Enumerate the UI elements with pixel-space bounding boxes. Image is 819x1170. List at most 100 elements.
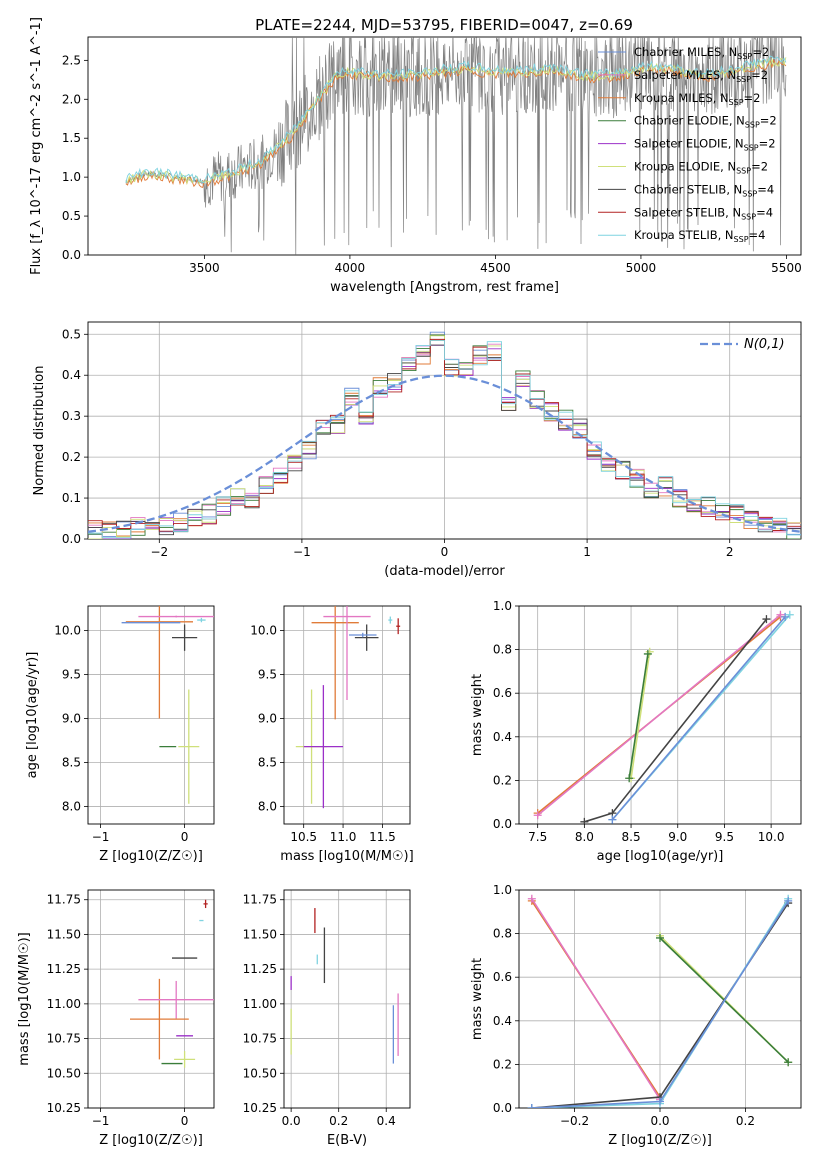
tick-label-y: 0.4 xyxy=(493,730,512,744)
tick-label-x: −0.2 xyxy=(560,1114,589,1128)
tick-label-x: 0.2 xyxy=(329,1114,348,1128)
weight-line xyxy=(628,653,649,779)
tick-label-y: 11.25 xyxy=(243,962,277,976)
legend-entry: N(0,1) xyxy=(744,337,785,352)
legend-entry: Kroupa ELODIE, NSSP=2 xyxy=(634,160,768,176)
legend-entry: Salpeter MILES, NSSP=2 xyxy=(634,68,768,84)
tick-label-y: 0.6 xyxy=(493,686,512,700)
data-point xyxy=(348,632,377,638)
legend-entry: Chabrier MILES, NSSP=2 xyxy=(634,45,769,61)
tick-label-y: 2.5 xyxy=(62,53,81,67)
spectrum-model-line xyxy=(125,57,787,185)
x-axis-label: age [log10(age/yr)] xyxy=(597,849,724,864)
tick-label-x: −2 xyxy=(150,545,168,559)
axes-age-vs-Z: −1 0 8.0 8.5 9.0 9.5 10.0 Z [log10(Z/Z☉)] age [l… xyxy=(25,605,215,864)
data-point xyxy=(388,616,393,624)
axes-frame xyxy=(283,889,411,1109)
weight-marker xyxy=(527,894,536,903)
axes-frame xyxy=(518,889,802,1109)
tick-label-y: 0.5 xyxy=(62,327,81,341)
data-point xyxy=(130,978,189,1060)
x-axis-label: (data-model)/error xyxy=(384,564,505,579)
x-axis-label: wavelength [Angstrom, rest frame] xyxy=(330,280,559,295)
tick-label-x: 9.0 xyxy=(668,830,687,844)
y-axis-label: Normed distribution xyxy=(32,366,47,496)
x-axis-label: Z [log10(Z/Z☉)] xyxy=(99,849,203,864)
tick-label-y: 0.2 xyxy=(493,1057,512,1071)
tick-label-x: 8.0 xyxy=(575,830,594,844)
weight-marker xyxy=(625,774,634,783)
tick-label-y: 11.75 xyxy=(243,893,277,907)
data-point xyxy=(311,606,359,720)
normal-curve xyxy=(88,374,801,533)
tick-label-y: 0.0 xyxy=(493,817,512,831)
tick-label-y: 0.4 xyxy=(493,1014,512,1028)
tick-label-y: 10.0 xyxy=(54,624,81,638)
x-axis-label: E(B-V) xyxy=(327,1133,367,1148)
weight-marker xyxy=(762,615,771,624)
data-point xyxy=(323,606,371,701)
weight-marker xyxy=(781,612,790,621)
tick-label-y: 11.75 xyxy=(47,893,81,907)
tick-label-y: 9.5 xyxy=(258,668,277,682)
legend-entry: Salpeter STELIB, NSSP=4 xyxy=(634,205,773,221)
tick-label-y: 10.75 xyxy=(243,1032,277,1046)
weight-marker xyxy=(533,811,542,820)
spectrum-data-line xyxy=(125,37,787,255)
data-point xyxy=(125,606,193,719)
data-point xyxy=(396,618,401,635)
tick-label-y: 9.5 xyxy=(62,668,81,682)
axes-frame xyxy=(87,36,802,256)
tick-label-y: 11.25 xyxy=(47,962,81,976)
axes-mass-vs-ebv: 0.0 0.2 0.4 10.25 10.50 10.75 11.00 11.25 11.50 1… xyxy=(243,889,411,1148)
tick-label-y: 0.3 xyxy=(62,409,81,423)
tick-label-x: 0 xyxy=(181,830,189,844)
y-axis-label: mass weight xyxy=(470,958,485,1040)
axes-frame xyxy=(87,321,802,540)
tick-label-x: 4500 xyxy=(480,261,511,275)
tick-label-y: 10.50 xyxy=(47,1066,81,1080)
tick-label-y: 1.5 xyxy=(62,131,81,145)
tick-label-x: 0 xyxy=(181,1114,189,1128)
tick-label-x: −1 xyxy=(92,830,110,844)
tick-label-y: 1.0 xyxy=(493,883,512,897)
weight-lines-weight-vs-age xyxy=(533,610,794,824)
tick-label-y: 11.50 xyxy=(47,927,81,941)
spectrum-lines xyxy=(125,37,787,255)
weight-line xyxy=(537,614,782,816)
tick-label-y: 8.5 xyxy=(62,755,81,769)
axes-residuals: −2 −1 0 1 2 0.0 0.1 0.2 0.3 0.4 0.5 (data-model)/er… xyxy=(32,321,802,579)
axes-frame xyxy=(87,889,215,1109)
axes-mass-vs-Z: −1 0 10.25 10.50 10.75 11.00 11.25 11.50 11.75 Z … xyxy=(17,889,215,1148)
tick-label-y: 0.8 xyxy=(493,927,512,941)
weight-marker xyxy=(784,896,793,905)
tick-label-x: 10.5 xyxy=(290,830,317,844)
y-axis-label: age [log10(age/yr)] xyxy=(25,652,40,779)
data-point xyxy=(203,899,208,909)
tick-label-x: 0.4 xyxy=(377,1114,396,1128)
legend-entry: Salpeter ELODIE, NSSP=2 xyxy=(634,137,776,153)
tick-label-y: 1.0 xyxy=(62,170,81,184)
tick-label-y: 0.8 xyxy=(493,643,512,657)
legend-entry: Chabrier ELODIE, NSSP=2 xyxy=(634,114,777,130)
tick-label-y: 9.0 xyxy=(258,712,277,726)
errorbars-mass-vs-Z xyxy=(130,899,214,1068)
tick-label-y: 0.0 xyxy=(62,532,81,546)
tick-label-y: 10.25 xyxy=(47,1101,81,1115)
tick-label-y: 11.00 xyxy=(243,997,277,1011)
tick-label-x: −1 xyxy=(293,545,311,559)
tick-label-x: 0.0 xyxy=(282,1114,301,1128)
tick-label-x: 4000 xyxy=(335,261,366,275)
weight-marker xyxy=(656,1097,664,1106)
tick-label-y: 0.0 xyxy=(493,1101,512,1115)
data-point xyxy=(138,615,214,618)
spectrum-legend: Chabrier MILES, NSSP=2 Salpeter MILES, NS… xyxy=(598,45,777,244)
tick-label-y: 0.6 xyxy=(493,970,512,984)
legend-entry: Chabrier STELIB, NSSP=4 xyxy=(634,182,774,198)
y-axis-label: Flux [f_λ 10^-17 erg cm^-2 s^-1 A^-1] xyxy=(29,17,44,275)
tick-label-y: 10.0 xyxy=(250,624,277,638)
data-point xyxy=(138,980,214,1019)
data-point xyxy=(178,689,200,804)
tick-label-x: 5500 xyxy=(771,261,802,275)
